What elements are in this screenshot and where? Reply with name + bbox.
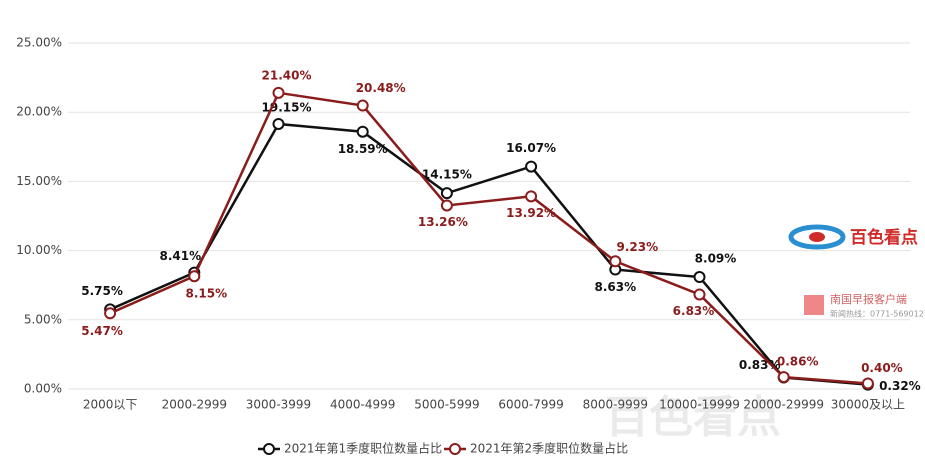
point bbox=[525, 190, 538, 203]
watermark-text: 百色看点 bbox=[850, 227, 918, 248]
data-label: 0.32% bbox=[879, 379, 921, 393]
x-tick-label: 6000-7999 bbox=[498, 398, 563, 412]
x-tick-label: 8000-9999 bbox=[583, 398, 648, 412]
x-tick-label: 5000-5999 bbox=[414, 398, 479, 412]
point bbox=[356, 125, 369, 138]
point bbox=[188, 270, 201, 283]
series-line bbox=[109, 91, 868, 385]
series-line bbox=[109, 122, 869, 386]
data-label: 14.15% bbox=[422, 168, 472, 182]
logo-ring bbox=[788, 224, 846, 250]
data-label: 8.41% bbox=[159, 249, 201, 263]
data-label: 8.15% bbox=[185, 287, 227, 301]
y-tick-label: 20.00% bbox=[16, 105, 62, 119]
y-tick-label: 10.00% bbox=[16, 243, 62, 257]
point bbox=[104, 307, 117, 320]
point bbox=[609, 255, 622, 268]
watermark-text: 新闻热线：0771-5690127 bbox=[830, 309, 925, 319]
data-label: 0.86% bbox=[777, 355, 819, 369]
legend-marker bbox=[263, 443, 275, 455]
point bbox=[356, 99, 369, 112]
point bbox=[272, 86, 285, 99]
x-tick-label: 4000-4999 bbox=[330, 398, 395, 412]
x-tick-label: 2000-2999 bbox=[162, 398, 227, 412]
legend-label: 2021年第1季度职位数量占比 bbox=[284, 441, 442, 456]
watermark-text: 百色看点 bbox=[605, 392, 781, 443]
data-label: 8.63% bbox=[594, 280, 636, 294]
watermark-logo: 百色看点 南国早报客户端 新闻热线：0771-5690127 百色看点 bbox=[605, 224, 925, 443]
point bbox=[440, 199, 453, 212]
data-label: 16.07% bbox=[506, 141, 556, 155]
logo-dot bbox=[809, 232, 825, 242]
data-label: 8.09% bbox=[695, 252, 737, 266]
x-tick-label: 2000以下 bbox=[83, 398, 138, 412]
data-label: 13.26% bbox=[418, 215, 468, 229]
point bbox=[525, 160, 538, 173]
data-label: 18.59% bbox=[338, 142, 388, 156]
data-label: 0.40% bbox=[861, 361, 903, 375]
data-label: 5.75% bbox=[81, 284, 123, 298]
y-tick-label: 25.00% bbox=[16, 36, 62, 50]
point bbox=[272, 117, 285, 130]
legend-marker bbox=[449, 443, 461, 455]
point bbox=[777, 371, 790, 384]
x-tick-label: 10000-19999 bbox=[659, 398, 740, 412]
data-label: 9.23% bbox=[616, 240, 658, 254]
x-tick-label: 20000-29999 bbox=[743, 398, 824, 412]
data-label: 13.92% bbox=[506, 206, 556, 220]
logo-box bbox=[804, 295, 824, 315]
point bbox=[693, 271, 706, 284]
x-tick-label: 3000-3999 bbox=[246, 398, 311, 412]
y-tick-label: 15.00% bbox=[16, 174, 62, 188]
point bbox=[440, 187, 453, 200]
data-label: 6.83% bbox=[673, 304, 715, 318]
data-label: 0.83% bbox=[739, 358, 781, 372]
point bbox=[693, 288, 706, 301]
data-label: 20.48% bbox=[356, 81, 406, 95]
y-tick-label: 0.00% bbox=[24, 382, 62, 396]
data-label: 21.40% bbox=[262, 68, 312, 82]
x-tick-label: 30000及以上 bbox=[831, 398, 905, 412]
watermark-text: 南国早报客户端 bbox=[830, 292, 907, 306]
legend-label: 2021年第2季度职位数量占比 bbox=[470, 441, 628, 456]
data-label: 5.47% bbox=[81, 324, 123, 338]
y-tick-label: 5.00% bbox=[24, 312, 62, 326]
point bbox=[861, 377, 874, 390]
plot: 0.00% 5.00% 10.00% 15.00% 20.00% 25.00% 2000以下… bbox=[16, 36, 920, 456]
